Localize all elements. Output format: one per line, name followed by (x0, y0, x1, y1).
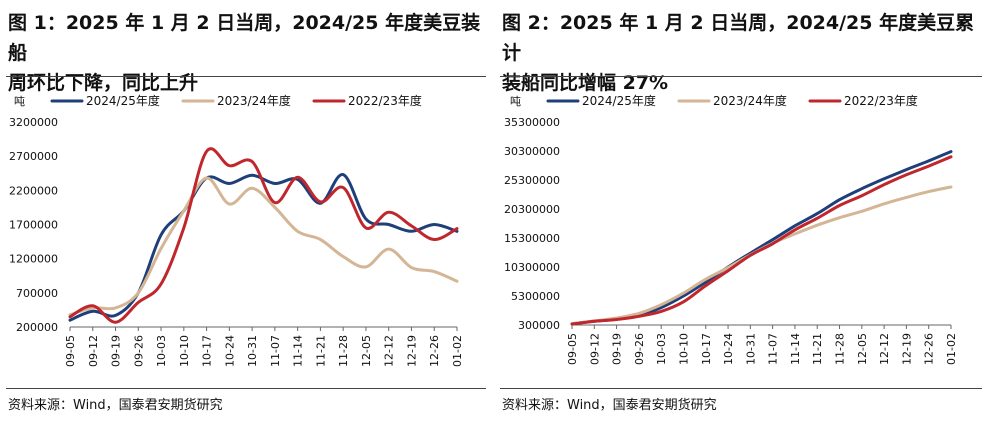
chart1-legend-label-1: 2024/25年度 (86, 93, 160, 108)
right-chart-title: 图 2：2025 年 1 月 2 日当周，2024/25 年度美豆累计 装船同比… (502, 8, 984, 98)
right-source-rule (500, 388, 982, 389)
chart1-x-tick-label: 10-10 (178, 335, 191, 367)
right-title-line1: 图 2：2025 年 1 月 2 日当周，2024/25 年度美豆累计 (502, 12, 975, 64)
right-title-line2: 装船同比增幅 27% (502, 72, 669, 94)
chart1-unit-label: 吨 (14, 95, 25, 108)
chart1-x-tick-label: 10-17 (201, 335, 214, 367)
chart2-x-tick-label: 09-19 (611, 333, 624, 365)
chart2-x-tick-label: 12-05 (856, 333, 869, 365)
chart2-legend-label-2: 2023/24年度 (713, 93, 787, 108)
chart1-series-line-3 (68, 147, 459, 324)
chart2-legend-label-3: 2022/23年度 (844, 93, 918, 108)
chart2-x-tick-label: 10-24 (722, 333, 735, 365)
chart2-x-tick-label: 10-17 (700, 333, 713, 365)
chart1-series-line-2 (68, 176, 459, 317)
left-title-rule (6, 76, 486, 77)
chart2-x-tick-label: 10-10 (677, 333, 690, 365)
chart2-unit-label: 吨 (510, 95, 521, 108)
chart1-y-tick-label: 2200000 (9, 184, 58, 197)
chart2-x-tick-label: 11-21 (811, 333, 824, 365)
left-title-line2: 周环比下降，同比上升 (8, 72, 199, 94)
chart2-y-tick-label: 30300000 (504, 145, 560, 158)
chart2-x-tick-label: 09-05 (566, 333, 579, 365)
chart1-x-tick-label: 10-03 (155, 335, 168, 367)
right-title-rule (500, 76, 982, 77)
chart1-x-tick-label: 10-24 (223, 335, 236, 367)
chart1-y-tick-label: 3200000 (9, 116, 58, 129)
chart2-series-line-2 (570, 185, 953, 326)
chart1-x-tick-label: 11-21 (314, 335, 327, 367)
chart1-y-tick-label: 700000 (16, 287, 58, 300)
chart1-x-tick-label: 12-12 (383, 335, 396, 367)
chart2-y-tick-label: 10300000 (504, 261, 560, 274)
left-source-text: 资料来源：Wind，国泰君安期货研究 (8, 398, 223, 413)
chart1-y-tick-label: 200000 (16, 321, 58, 334)
chart1-x-tick-label: 09-26 (132, 335, 145, 367)
chart1-x-tick-label: 09-12 (87, 335, 100, 367)
chart2-x-tick-label: 12-26 (923, 333, 936, 365)
left-source-rule (6, 388, 486, 389)
chart2-x-tick-label: 10-31 (744, 333, 757, 365)
chart2-x-tick-label: 01-02 (945, 333, 958, 365)
chart2-series-line-3 (570, 155, 953, 326)
chart2-series-line-1 (570, 150, 953, 326)
chart2-y-tick-label: 5300000 (511, 290, 560, 303)
chart1-legend-label-3: 2022/23年度 (348, 93, 422, 108)
left-chart-title: 图 1：2025 年 1 月 2 日当周，2024/25 年度美豆装船 周环比下… (8, 8, 490, 98)
chart1-x-tick-label: 01-02 (451, 335, 464, 367)
chart1-y-tick-label: 2700000 (9, 150, 58, 163)
right-source-text: 资料来源：Wind，国泰君安期货研究 (502, 398, 717, 413)
chart1-legend-label-2: 2023/24年度 (217, 93, 291, 108)
chart1-x-tick-label: 09-19 (110, 335, 123, 367)
chart2-x-tick-label: 10-03 (655, 333, 668, 365)
chart2-x-tick-label: 09-26 (633, 333, 646, 365)
chart1-x-tick-label: 12-26 (428, 335, 441, 367)
left-title-line1: 图 1：2025 年 1 月 2 日当周，2024/25 年度美豆装船 (8, 12, 481, 64)
chart1-x-tick-label: 10-31 (246, 335, 259, 367)
chart2-y-tick-label: 300000 (518, 319, 560, 332)
chart1-x-tick-label: 11-28 (337, 335, 350, 367)
chart2-x-tick-label: 11-28 (834, 333, 847, 365)
chart2-x-tick-label: 09-12 (588, 333, 601, 365)
chart2-legend-label-1: 2024/25年度 (582, 93, 656, 108)
chart2-y-tick-label: 15300000 (504, 232, 560, 245)
chart2-x-tick-label: 11-07 (767, 333, 780, 365)
chart1-x-tick-label: 12-05 (360, 335, 373, 367)
chart2-y-tick-label: 25300000 (504, 174, 560, 187)
chart2-x-tick-label: 12-12 (878, 333, 891, 365)
chart2-y-tick-label: 20300000 (504, 203, 560, 216)
chart2-y-tick-label: 35300000 (504, 116, 560, 129)
chart1-x-tick-label: 11-07 (269, 335, 282, 367)
chart1-y-tick-label: 1200000 (9, 253, 58, 266)
chart1-x-tick-label: 12-19 (405, 335, 418, 367)
chart2-x-tick-label: 12-19 (900, 333, 913, 365)
chart1-x-tick-label: 11-14 (292, 335, 305, 367)
chart2-x-tick-label: 11-14 (789, 333, 802, 365)
chart1-x-tick-label: 09-05 (64, 335, 77, 367)
chart1-y-tick-label: 1700000 (9, 219, 58, 232)
